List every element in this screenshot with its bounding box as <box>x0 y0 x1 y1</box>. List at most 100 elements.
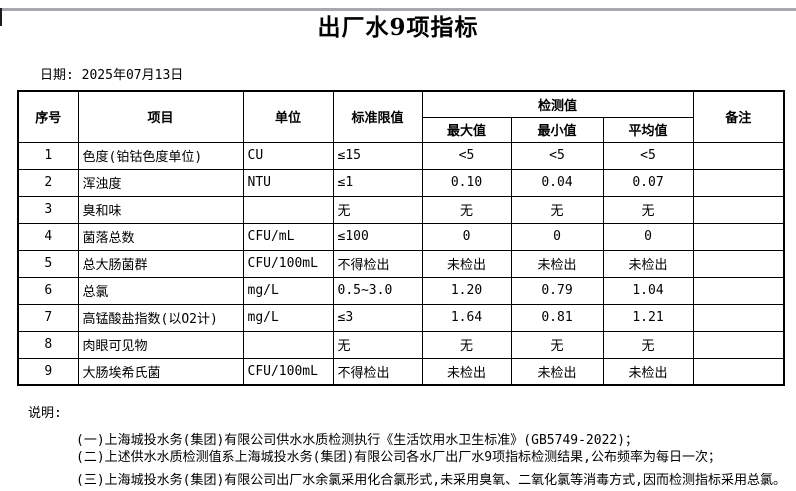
cell-limit: ≤15 <box>332 141 423 170</box>
cell-max: 未检出 <box>421 249 512 278</box>
notes-heading: 说明: <box>28 406 62 421</box>
note-item-3: (三)上海城投水务(集团)有限公司出厂水余氯采用化合氯形式,未采用臭氧、二氧化氯… <box>76 473 786 488</box>
cell-unit: mg/L <box>242 303 334 332</box>
cell-unit: mg/L <box>242 276 334 305</box>
cell-unit: NTU <box>242 168 334 197</box>
cell-min: <5 <box>510 141 604 170</box>
cell-no: 1 <box>17 141 79 170</box>
window-left-edge <box>0 8 2 26</box>
cell-item: 臭和味 <box>77 195 244 224</box>
cell-remark <box>692 141 785 170</box>
cell-max: 无 <box>421 195 512 224</box>
cell-avg: 无 <box>602 195 694 224</box>
cell-limit: 无 <box>332 195 423 224</box>
page-title: 出厂水9项指标 <box>317 14 479 41</box>
cell-max: 1.64 <box>421 303 512 332</box>
cell-unit: CFU/100mL <box>242 357 334 386</box>
col-header-min: 最小值 <box>510 116 604 143</box>
cell-item: 色度(铂钴色度单位) <box>77 141 244 170</box>
table-row: 4 菌落总数 CFU/mL ≤100 0 0 0 <box>17 222 785 251</box>
note-item-1: (一)上海城投水务(集团)有限公司供水水质检测执行《生活饮用水卫生标准》(GB5… <box>76 433 639 448</box>
cell-avg: 未检出 <box>602 357 694 386</box>
cell-remark <box>692 357 785 386</box>
cell-limit: ≤3 <box>332 303 423 332</box>
cell-remark <box>692 222 785 251</box>
cell-limit: ≤100 <box>332 222 423 251</box>
report-date: 日期: 2025年07月13日 <box>40 68 184 83</box>
cell-max: 未检出 <box>421 357 512 386</box>
cell-min: 0.81 <box>510 303 604 332</box>
cell-avg: 未检出 <box>602 249 694 278</box>
cell-max: 1.20 <box>421 276 512 305</box>
cell-limit: 0.5~3.0 <box>332 276 423 305</box>
cell-min: 无 <box>510 330 604 359</box>
cell-avg: 0 <box>602 222 694 251</box>
cell-no: 2 <box>17 168 79 197</box>
cell-max: 0.10 <box>421 168 512 197</box>
cell-max: <5 <box>421 141 512 170</box>
cell-min: 0 <box>510 222 604 251</box>
cell-min: 0.04 <box>510 168 604 197</box>
table-row: 2 浑浊度 NTU ≤1 0.10 0.04 0.07 <box>17 168 785 197</box>
cell-unit: CU <box>242 141 334 170</box>
cell-no: 4 <box>17 222 79 251</box>
cell-no: 3 <box>17 195 79 224</box>
table-row: 6 总氯 mg/L 0.5~3.0 1.20 0.79 1.04 <box>17 276 785 305</box>
cell-max: 0 <box>421 222 512 251</box>
cell-unit <box>242 330 334 359</box>
cell-avg: <5 <box>602 141 694 170</box>
cell-no: 7 <box>17 303 79 332</box>
col-header-avg: 平均值 <box>602 116 694 143</box>
cell-item: 总大肠菌群 <box>77 249 244 278</box>
cell-item: 高锰酸盐指数(以O2计) <box>77 303 244 332</box>
col-header-limit: 标准限值 <box>332 90 423 143</box>
note-item-2: (二)上述供水水质检测值系上海城投水务(集团)有限公司各水厂出厂水9项指标检测结… <box>76 450 721 465</box>
cell-limit: 无 <box>332 330 423 359</box>
window-top-edge <box>0 8 796 11</box>
cell-item: 肉眼可见物 <box>77 330 244 359</box>
cell-remark <box>692 276 785 305</box>
cell-item: 浑浊度 <box>77 168 244 197</box>
cell-limit: 不得检出 <box>332 357 423 386</box>
cell-no: 5 <box>17 249 79 278</box>
cell-unit <box>242 195 334 224</box>
cell-min: 无 <box>510 195 604 224</box>
cell-remark <box>692 195 785 224</box>
table-row: 7 高锰酸盐指数(以O2计) mg/L ≤3 1.64 0.81 1.21 <box>17 303 785 332</box>
cell-no: 9 <box>17 357 79 386</box>
col-header-no: 序号 <box>17 90 79 143</box>
table-row: 1 色度(铂钴色度单位) CU ≤15 <5 <5 <5 <box>17 141 785 170</box>
cell-limit: ≤1 <box>332 168 423 197</box>
cell-avg: 0.07 <box>602 168 694 197</box>
cell-unit: CFU/mL <box>242 222 334 251</box>
cell-min: 未检出 <box>510 357 604 386</box>
cell-limit: 不得检出 <box>332 249 423 278</box>
cell-unit: CFU/100mL <box>242 249 334 278</box>
table-row: 3 臭和味 无 无 无 无 <box>17 195 785 224</box>
cell-no: 6 <box>17 276 79 305</box>
cell-avg: 无 <box>602 330 694 359</box>
table-row: 9 大肠埃希氏菌 CFU/100mL 不得检出 未检出 未检出 未检出 <box>17 357 785 386</box>
cell-max: 无 <box>421 330 512 359</box>
col-header-detection: 检测值 <box>421 90 694 118</box>
col-header-max: 最大值 <box>421 116 512 143</box>
water-quality-table: 序号 项目 单位 标准限值 检测值 备注 最大值 最小值 平均值 1 色度(铂钴… <box>17 90 786 386</box>
cell-item: 总氯 <box>77 276 244 305</box>
cell-item: 大肠埃希氏菌 <box>77 357 244 386</box>
col-header-unit: 单位 <box>242 90 334 143</box>
col-header-remark: 备注 <box>692 90 785 143</box>
cell-avg: 1.04 <box>602 276 694 305</box>
cell-item: 菌落总数 <box>77 222 244 251</box>
table-row: 8 肉眼可见物 无 无 无 无 <box>17 330 785 359</box>
cell-remark <box>692 330 785 359</box>
cell-no: 8 <box>17 330 79 359</box>
cell-remark <box>692 168 785 197</box>
cell-min: 未检出 <box>510 249 604 278</box>
table-row: 5 总大肠菌群 CFU/100mL 不得检出 未检出 未检出 未检出 <box>17 249 785 278</box>
cell-remark <box>692 303 785 332</box>
cell-min: 0.79 <box>510 276 604 305</box>
notes-list: (一)上海城投水务(集团)有限公司供水水质检测执行《生活饮用水卫生标准》(GB5… <box>76 432 796 489</box>
cell-avg: 1.21 <box>602 303 694 332</box>
col-header-item: 项目 <box>77 90 244 143</box>
cell-remark <box>692 249 785 278</box>
